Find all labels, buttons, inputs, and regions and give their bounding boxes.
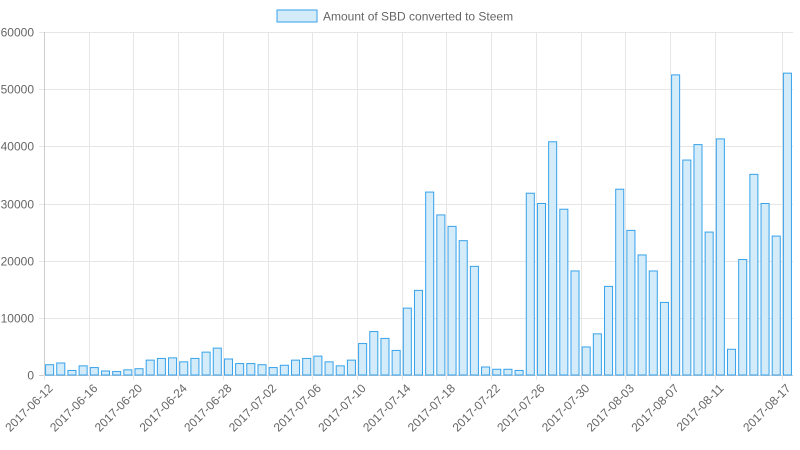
bar[interactable]: [190, 357, 200, 376]
bar[interactable]: [56, 362, 66, 376]
bar[interactable]: [235, 363, 245, 376]
x-tick-label: 2017-08-11: [674, 381, 727, 434]
bar[interactable]: [67, 369, 77, 376]
bar[interactable]: [559, 208, 569, 376]
bar[interactable]: [358, 343, 368, 376]
bar[interactable]: [525, 192, 535, 376]
bar[interactable]: [771, 235, 781, 376]
bar[interactable]: [503, 368, 513, 376]
bar[interactable]: [335, 365, 345, 376]
bar[interactable]: [458, 240, 468, 376]
bar[interactable]: [291, 359, 301, 376]
bar[interactable]: [212, 347, 222, 376]
bar[interactable]: [223, 358, 233, 376]
bar[interactable]: [570, 270, 580, 376]
grid-lines: [39, 32, 793, 380]
y-tick-label: 30000: [1, 198, 35, 212]
bar[interactable]: [481, 366, 491, 376]
bar[interactable]: [201, 351, 211, 376]
bar[interactable]: [324, 361, 334, 376]
bar[interactable]: [782, 72, 792, 376]
bar[interactable]: [726, 348, 737, 376]
legend[interactable]: Amount of SBD converted to Steem: [276, 9, 513, 24]
bar[interactable]: [391, 349, 401, 376]
bar[interactable]: [637, 254, 647, 376]
bar[interactable]: [436, 214, 446, 376]
bar[interactable]: [469, 265, 479, 376]
bar[interactable]: [89, 367, 99, 376]
bar[interactable]: [492, 368, 502, 376]
bar[interactable]: [268, 367, 278, 376]
y-tick-label: 0: [27, 369, 34, 383]
bar[interactable]: [626, 229, 636, 376]
y-tick-label: 20000: [1, 255, 35, 269]
bar[interactable]: [704, 231, 714, 376]
bar[interactable]: [179, 361, 189, 376]
bar[interactable]: [447, 225, 457, 376]
bar[interactable]: [145, 359, 155, 376]
y-tick-labels: 0 10000 20000 30000 40000 50000 60000: [1, 26, 35, 383]
x-tick-label: 2017-08-07: [628, 381, 682, 435]
bar[interactable]: [413, 289, 424, 376]
bar[interactable]: [168, 357, 178, 376]
bar[interactable]: [592, 333, 602, 376]
bar[interactable]: [615, 188, 625, 376]
bar[interactable]: [693, 144, 703, 376]
y-tick-label: 50000: [1, 83, 35, 97]
bar[interactable]: [313, 355, 323, 376]
bar[interactable]: [749, 173, 759, 376]
bar[interactable]: [369, 331, 379, 376]
bar[interactable]: [738, 259, 748, 376]
bar[interactable]: [671, 74, 681, 376]
bar[interactable]: [659, 301, 669, 376]
x-tick-label: 2017-08-17: [740, 381, 794, 435]
x-tick-labels: 2017-06-122017-06-162017-06-202017-06-24…: [2, 381, 793, 435]
bar[interactable]: [514, 369, 524, 376]
bar[interactable]: [604, 285, 614, 376]
bar[interactable]: [682, 159, 692, 376]
bar[interactable]: [123, 369, 133, 376]
bar[interactable]: [402, 307, 412, 376]
bar[interactable]: [45, 364, 55, 376]
bar[interactable]: [279, 364, 289, 376]
bar[interactable]: [425, 191, 435, 376]
bar[interactable]: [246, 363, 256, 376]
y-tick-label: 40000: [1, 140, 35, 154]
bar[interactable]: [78, 365, 88, 376]
bar[interactable]: [100, 370, 111, 376]
bar[interactable]: [536, 203, 547, 376]
legend-label[interactable]: Amount of SBD converted to Steem: [323, 10, 513, 24]
bar[interactable]: [760, 203, 770, 376]
legend-swatch[interactable]: [276, 9, 318, 23]
bars: [45, 72, 792, 376]
bar[interactable]: [302, 357, 312, 376]
bar[interactable]: [648, 270, 658, 376]
bar[interactable]: [715, 138, 725, 376]
bar[interactable]: [380, 337, 390, 376]
bar[interactable]: [346, 359, 356, 376]
bar[interactable]: [134, 368, 144, 376]
bar[interactable]: [112, 371, 122, 376]
y-tick-label: 60000: [1, 26, 35, 40]
bar[interactable]: [156, 357, 166, 376]
bar[interactable]: [257, 364, 267, 376]
bar[interactable]: [548, 141, 558, 376]
y-tick-label: 10000: [1, 312, 35, 326]
bar[interactable]: [581, 346, 591, 376]
